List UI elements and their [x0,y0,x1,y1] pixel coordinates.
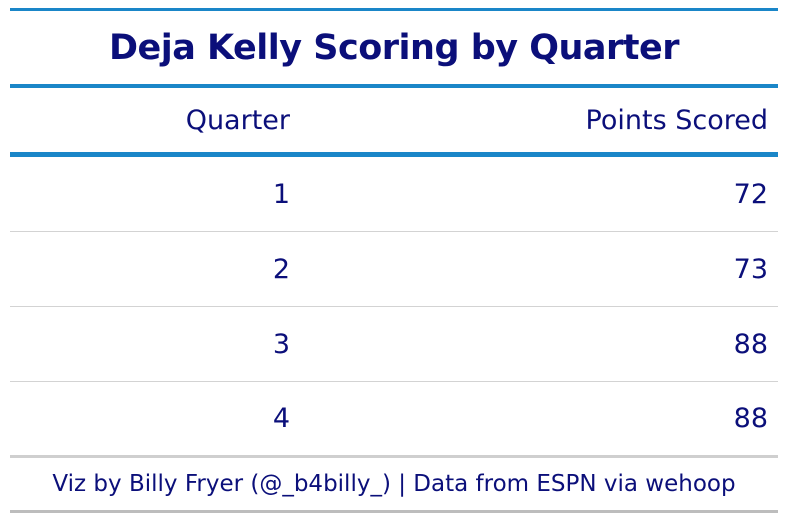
source-note: Viz by Billy Fryer (@_b4billy_) | Data f… [10,458,778,513]
table-header-row: Quarter Points Scored [10,88,778,152]
cell-quarter: 1 [272,178,290,210]
table-row: 3 88 [10,307,778,382]
table-title: Deja Kelly Scoring by Quarter [108,27,680,68]
cell-quarter: 2 [272,253,290,285]
cell-points: 88 [733,403,768,434]
cell-points: 72 [733,178,768,210]
data-table: Deja Kelly Scoring by Quarter Quarter Po… [10,8,778,513]
title-divider [10,84,778,88]
cell-quarter: 3 [272,328,290,360]
cell-quarter: 4 [272,403,290,434]
table-row: 2 73 [10,232,778,307]
header-divider [10,152,778,157]
cell-points: 88 [733,328,768,360]
column-header-quarter: Quarter [185,104,290,136]
table-row: 1 72 [10,157,778,232]
table-top-rule [10,8,778,11]
table-row: 4 88 [10,382,778,458]
cell-points: 73 [733,253,768,285]
column-header-points: Points Scored [585,104,768,136]
